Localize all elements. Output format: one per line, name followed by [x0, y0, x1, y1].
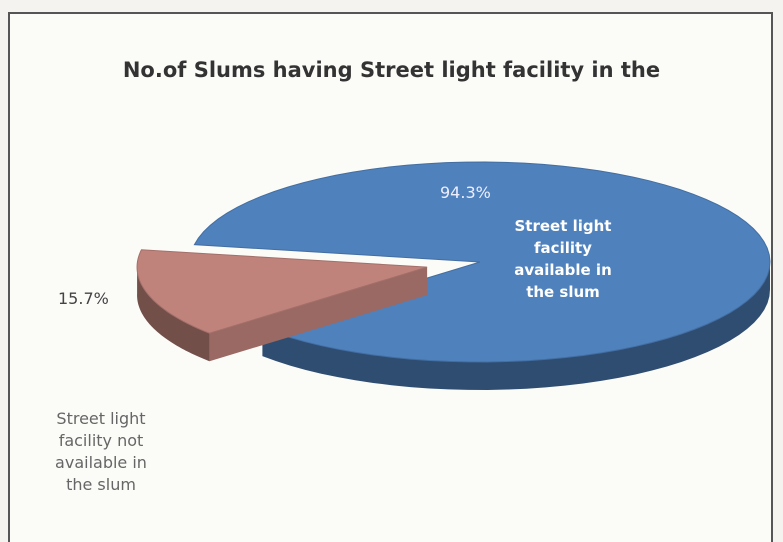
slice-side — [209, 267, 428, 362]
value-label: 15.7% — [58, 289, 109, 308]
chart-title: No.of Slums having Street light facility… — [122, 58, 661, 82]
slice — [136, 249, 428, 334]
category-label: Street light facility available in the s… — [514, 217, 612, 301]
category-label: Street light facility not available in t… — [55, 409, 147, 494]
slice-side — [262, 261, 770, 390]
value-label: 94.3% — [440, 183, 491, 202]
slice-side — [137, 265, 210, 362]
